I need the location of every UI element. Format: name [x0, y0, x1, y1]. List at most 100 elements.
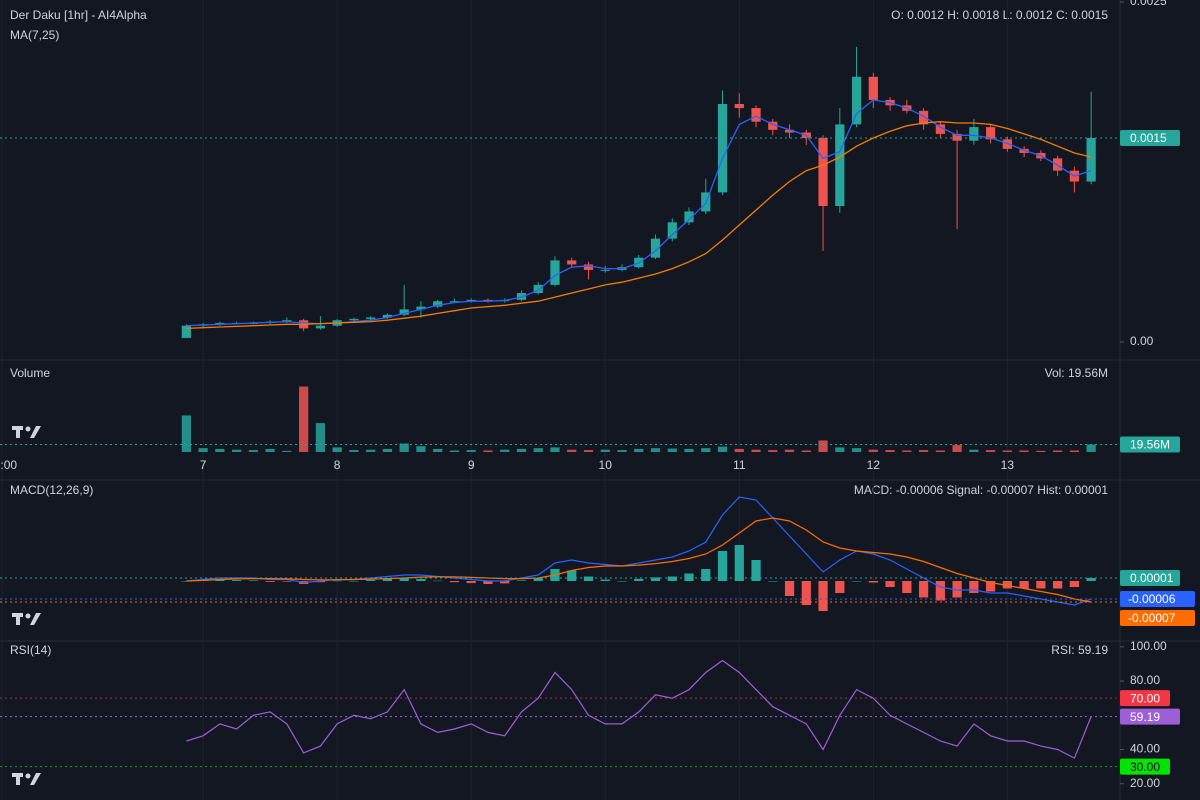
macd-hist-bar — [332, 580, 342, 582]
rsi-band-badge — [1120, 690, 1170, 707]
candle-body — [918, 110, 929, 125]
volume-bar — [986, 450, 996, 452]
rsi-band-badge-text: 70.00 — [1130, 691, 1160, 705]
volume-bar — [734, 448, 744, 452]
macd-hist-bar — [835, 581, 845, 593]
volume-badge-text: 19.56M — [1130, 438, 1170, 452]
rsi-legend: RSI: 59.19 — [1051, 643, 1108, 657]
macd-hist-bar — [617, 581, 627, 582]
volume-bar — [550, 447, 560, 452]
macd-hist-bar — [818, 581, 828, 611]
candle-body — [349, 318, 359, 321]
volume-bar — [918, 450, 929, 452]
volume-bar — [969, 449, 979, 452]
volume-badge — [1120, 436, 1180, 453]
candle-body — [768, 121, 778, 130]
macd-hist-bar — [282, 581, 292, 582]
last-price-badge — [1120, 130, 1180, 146]
macd-hist-bar — [851, 581, 862, 582]
candle-body — [851, 76, 862, 125]
volume-bar — [617, 450, 627, 452]
macd-hist-bar — [349, 581, 359, 582]
volume-bar — [650, 448, 661, 452]
volume-bar — [366, 449, 376, 452]
macd-line — [186, 517, 1092, 603]
volume-bar — [516, 448, 527, 452]
macd-badge-text: -0.00007 — [1128, 611, 1176, 625]
volume-legend: Vol: 19.56M — [1045, 366, 1108, 380]
x-tick-label: 7 — [200, 458, 207, 472]
volume-bar — [868, 449, 878, 452]
y-tick-label: 20.00 — [1130, 776, 1160, 790]
candle-body — [751, 108, 761, 122]
candle-body — [399, 309, 409, 315]
volume-bar — [600, 449, 610, 452]
volume-bar — [851, 448, 862, 452]
hist-last-badge — [1120, 570, 1180, 586]
volume-bar — [315, 423, 326, 452]
macd-hist-bar — [1002, 581, 1012, 589]
volume-bar — [768, 450, 778, 452]
volume-bar — [215, 448, 225, 452]
rsi-last-badge — [1120, 708, 1180, 725]
candle-body — [449, 301, 460, 303]
candle-body — [1086, 138, 1096, 182]
y-tick-label: 40.00 — [1130, 742, 1160, 756]
candle-body — [416, 306, 426, 310]
y-tick-label: 100.00 — [1130, 639, 1167, 653]
macd-hist-bar — [650, 577, 661, 581]
x-tick-label: 9 — [468, 458, 475, 472]
candle-body — [583, 264, 594, 270]
last-price-badge-text: 0.0015 — [1130, 131, 1167, 145]
x-tick-label: 12:00 — [0, 458, 17, 472]
macd-hist-bar — [500, 581, 510, 584]
volume-bar — [282, 450, 292, 452]
macd-hist-bar — [667, 576, 677, 581]
volume-bar — [902, 450, 912, 452]
macd-hist-bar — [466, 581, 476, 584]
ma-line — [186, 121, 1092, 330]
macd-legend: MACD: -0.00006 Signal: -0.00007 Hist: 0.… — [854, 483, 1108, 497]
macd-hist-bar — [215, 579, 225, 581]
volume-bar — [299, 386, 309, 452]
macd-hist-bar — [483, 581, 493, 584]
volume-bar — [483, 450, 493, 452]
volume-bar — [1019, 450, 1029, 452]
candle-body — [986, 127, 996, 140]
macd-hist-bar — [784, 581, 795, 596]
macd-hist-bar — [935, 581, 945, 601]
volume-bar — [349, 450, 359, 452]
macd-hist-bar — [734, 545, 744, 581]
x-tick-label: 13 — [1001, 458, 1015, 472]
candle-body — [969, 127, 979, 141]
candle-body — [1019, 148, 1029, 153]
candle-body — [818, 138, 828, 206]
candle-body — [382, 314, 393, 318]
volume-bar — [751, 449, 761, 452]
macd-badge — [1120, 591, 1195, 607]
macd-hist-bar — [449, 581, 460, 583]
volume-bar — [567, 449, 577, 452]
macd-hist-bar — [1036, 581, 1046, 589]
hist-last-badge-text: 0.00001 — [1130, 571, 1174, 585]
volume-bar — [533, 448, 543, 452]
macd-hist-bar — [868, 581, 878, 583]
volume-bar — [433, 448, 443, 452]
ma-line — [186, 99, 1092, 327]
macd-hist-bar — [701, 569, 711, 581]
x-tick-label: 10 — [599, 458, 613, 472]
candle-body — [181, 325, 191, 338]
ohlc-legend: O: 0.0012 H: 0.0018 L: 0.0012 C: 0.0015 — [891, 8, 1108, 22]
volume-bar — [232, 449, 242, 452]
macd-hist-bar — [1086, 578, 1096, 581]
volume-bar — [1069, 450, 1079, 452]
volume-bar — [382, 448, 393, 452]
macd-title: MACD(12,26,9) — [10, 483, 93, 497]
macd-hist-bar — [952, 581, 962, 598]
volume-bar — [181, 415, 191, 452]
volume-bar — [416, 446, 426, 452]
macd-hist-bar — [801, 581, 811, 605]
candle-body — [1002, 139, 1012, 149]
volume-bar — [684, 448, 694, 452]
